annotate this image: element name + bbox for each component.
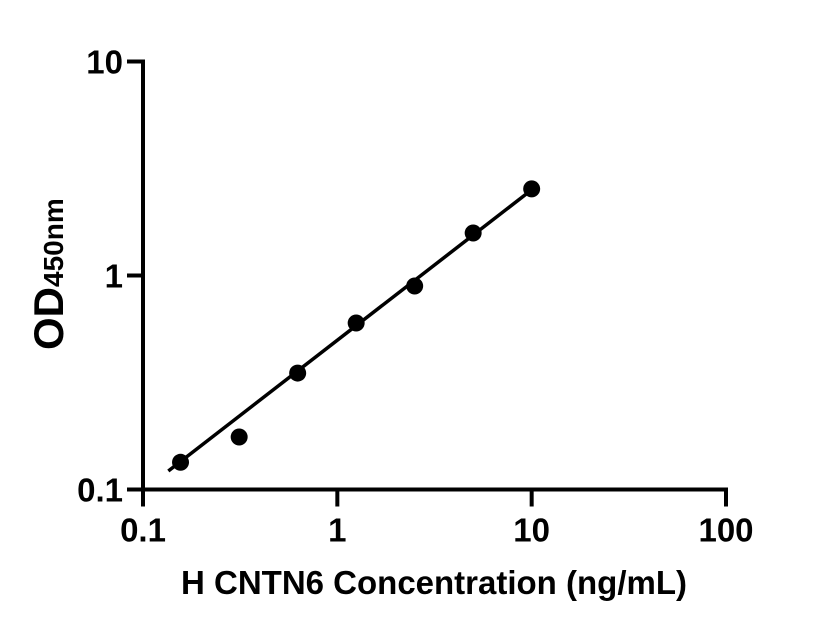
y-axis-title-sub: 450nm: [38, 198, 69, 287]
plot-area: 10 1 0.10.1 1 10 100: [77, 44, 753, 549]
y-axis-title: OD450nm: [25, 198, 72, 350]
data-point: [347, 314, 365, 332]
y-tick-label: 0.1: [77, 472, 123, 509]
data-point: [172, 453, 190, 471]
y-tick-label: 1: [105, 258, 123, 295]
x-tick-label: 100: [698, 512, 753, 549]
y-axis-title-main: OD: [25, 287, 72, 350]
data-point: [230, 428, 248, 446]
x-tick-label: 0.1: [120, 512, 166, 549]
x-tick-label: 10: [513, 512, 550, 549]
data-point: [523, 180, 541, 198]
data-point: [289, 364, 307, 382]
data-point: [406, 277, 424, 295]
data-point: [464, 224, 482, 242]
y-tick-label: 10: [86, 44, 123, 81]
x-tick-label: 1: [328, 512, 346, 549]
x-axis-title: H CNTN6 Concentration (ng/mL): [181, 564, 687, 601]
